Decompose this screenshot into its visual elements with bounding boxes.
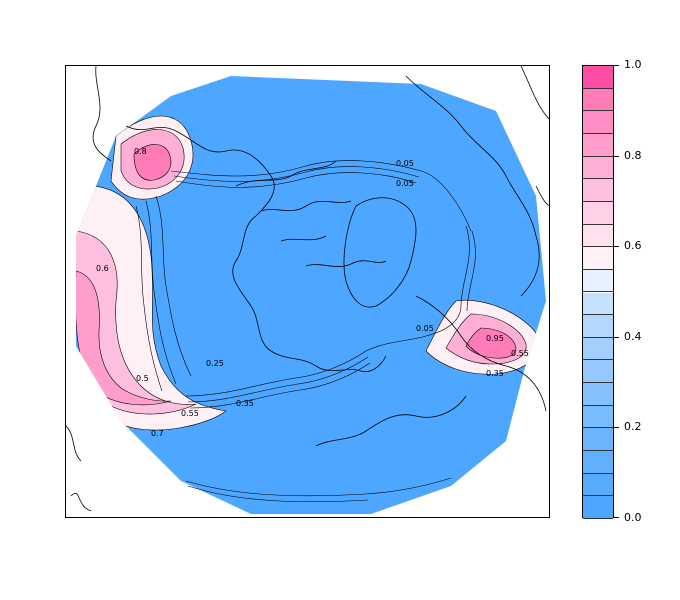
coastline-greenland: [343, 197, 417, 308]
colorbar-segment: [583, 337, 613, 361]
colorbar-segment: [583, 292, 613, 316]
ridge-south: [185, 335, 427, 397]
ridge-west-b: [145, 200, 177, 385]
contour-label: 0.55: [181, 409, 199, 418]
coastline-bottom: [66, 425, 92, 512]
coastline-eurasia: [405, 75, 547, 412]
high-region-east-l3: [465, 327, 517, 359]
contour-label: 0.55: [511, 349, 529, 358]
coastline-siberia: [520, 66, 549, 206]
contour-label: 0.8: [134, 147, 147, 156]
contour-label: 0.05: [416, 324, 434, 333]
ridge-bottom: [185, 477, 452, 497]
contour-label: 0.95: [486, 334, 504, 343]
ridge-east: [425, 225, 470, 337]
coastline-north-america: [92, 66, 387, 373]
colorbar-segment: [583, 405, 613, 429]
contour-map: 0.8 0.6 0.5 0.55 0.7 0.35 0.25 0.05 0.05 0.05 0.95…: [66, 66, 549, 514]
colorbar: [582, 65, 614, 519]
coastlines: [66, 66, 549, 512]
colorbar-tick-label: 1.0: [624, 58, 642, 71]
high-region-nw-l3: [133, 144, 172, 181]
colorbar-tick: [614, 337, 619, 338]
ridge-south-3: [189, 362, 371, 409]
colorbar-segment: [583, 201, 613, 225]
colorbar-segment: [583, 496, 613, 519]
ridge-north-2: [173, 166, 420, 182]
colorbar-tick: [614, 427, 619, 428]
contour-label: 0.35: [236, 399, 254, 408]
coastline-europe: [315, 395, 467, 447]
colorbar-segment: [583, 111, 613, 134]
colorbar-segment: [583, 179, 613, 202]
colorbar-tick-label: 0.0: [624, 511, 642, 524]
colorbar-segment: [583, 224, 613, 248]
colorbar-segment: [583, 473, 613, 497]
colorbar-tick: [614, 156, 619, 157]
ridge-west-c: [135, 205, 163, 392]
colorbar-tick-label: 0.2: [624, 420, 642, 434]
colorbar-segment: [583, 360, 613, 384]
ridge-north-3: [175, 172, 417, 188]
colorbar-segment: [583, 247, 613, 270]
colorbar-tick-label: 0.4: [624, 329, 642, 343]
colorbar-segment: [583, 156, 613, 180]
ridge-bottom-2: [187, 485, 369, 503]
contour-label: 0.35: [486, 369, 504, 378]
contour-label: 0.5: [136, 374, 149, 383]
ridge-north: [170, 160, 472, 232]
colorbar-tick: [614, 246, 619, 247]
colorbar-segment: [583, 315, 613, 338]
contour-label: 0.05: [396, 179, 414, 188]
colorbar-segment: [583, 383, 613, 406]
colorbar-segment: [583, 66, 613, 89]
colorbar-tick: [614, 517, 619, 518]
colorbar-segment: [583, 451, 613, 474]
contour-label: 0.7: [151, 429, 164, 438]
colorbar-tick-label: 0.8: [624, 148, 642, 162]
ridge-east-2: [466, 230, 476, 312]
map-panel: 0.8 0.6 0.5 0.55 0.7 0.35 0.25 0.05 0.05 0.05 0.95…: [65, 65, 550, 518]
colorbar-tick: [614, 65, 619, 66]
colorbar-segment: [583, 269, 613, 293]
contour-ridges: [135, 160, 476, 503]
colorbar-tick-label: 0.6: [624, 239, 642, 253]
colorbar-segment: [583, 133, 613, 157]
contour-labels: 0.8 0.6 0.5 0.55 0.7 0.35 0.25 0.05 0.05 0.05 0.95…: [96, 147, 529, 438]
ridge-west-a: [155, 195, 192, 377]
contour-label: 0.05: [396, 159, 414, 168]
ridge-south-2: [187, 356, 369, 403]
contour-label: 0.25: [206, 359, 224, 368]
colorbar-segment: [583, 428, 613, 452]
colorbar-segment: [583, 88, 613, 112]
contour-label: 0.6: [96, 264, 109, 273]
high-value-regions: [76, 115, 540, 431]
